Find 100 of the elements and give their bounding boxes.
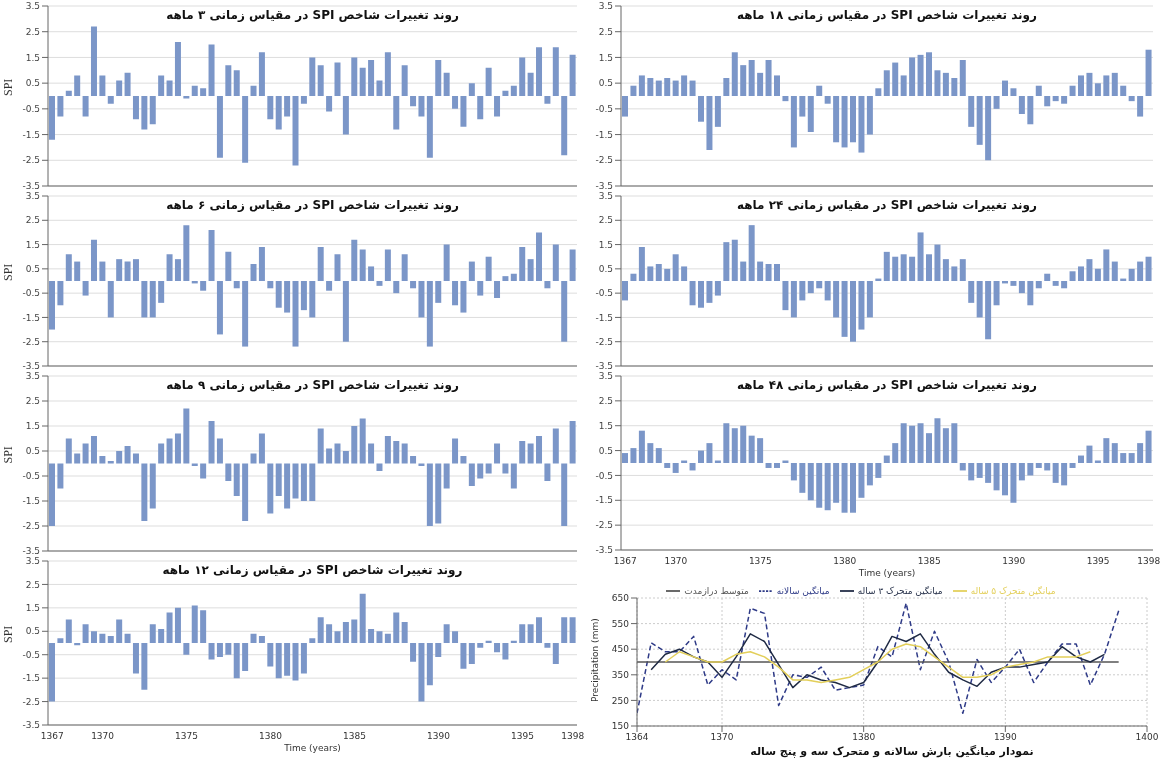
bar [435,643,442,658]
bar [790,463,797,481]
bar [1069,463,1076,468]
bar [200,281,207,291]
bar [250,633,257,643]
bar [1052,96,1059,102]
bar [647,443,654,463]
bar [149,463,156,509]
bar [90,239,97,281]
bar [731,428,738,463]
bar [216,281,223,335]
bar [393,612,400,643]
bar [672,254,679,281]
y-tick-label: -3.5 [595,181,613,192]
bar [49,281,55,330]
bar [401,254,408,281]
y-tick-label: -3.5 [22,546,40,557]
bar [892,62,899,96]
bar [622,453,628,463]
bar [1128,453,1135,463]
bar [258,635,265,643]
bar [816,85,823,96]
bar [968,96,975,127]
legend-label: میانگین سالانه [776,585,830,596]
bar [1052,281,1059,286]
bar [714,281,721,296]
bar [1061,281,1068,289]
bar [393,441,400,464]
bar [993,463,1000,491]
bar [866,463,873,486]
bar [1094,268,1101,281]
bar [200,88,207,96]
bar [292,463,299,499]
x-tick-label: 1395 [510,731,534,742]
bar [731,52,738,96]
y-tick-label: 1.5 [598,239,613,250]
bar [208,230,215,281]
bar [1078,266,1084,281]
bar [65,90,72,96]
bar [359,593,366,643]
y-tick-label: -1.5 [22,673,40,684]
bar [116,451,123,464]
bar [985,96,992,161]
bar [1086,445,1093,463]
bar [49,643,55,702]
x-tick-label: 1395 [1086,556,1110,567]
bar [477,463,484,479]
bar [951,78,958,96]
bar [141,96,148,130]
bar [1103,75,1110,96]
bar [917,423,924,463]
bar [519,247,526,281]
bar [410,456,417,464]
bar [342,96,349,135]
bar [900,254,907,281]
bar [552,47,559,96]
bar [477,281,484,296]
bar [731,239,738,281]
bar [951,423,958,463]
bar [1018,96,1025,114]
bar [917,54,924,96]
bar [300,281,307,311]
bar [82,281,89,296]
legend-label: میانگین متحرک ۵ ساله [970,585,1056,596]
bar [900,75,907,96]
y-tick-label: -1.5 [595,129,613,140]
bar [376,80,383,96]
bar [107,461,114,464]
bar [258,433,265,464]
bar [858,281,865,330]
chart-title: روند تغییرات شاخص SPI در مقیاس زمانی ۳ ماهه [165,8,460,22]
bar [99,261,106,281]
bar [468,463,475,486]
bar [544,96,551,104]
bar [833,96,840,143]
bar [757,72,764,96]
y-tick-label: 2.5 [598,26,613,37]
bar [807,96,814,132]
bar [1035,281,1042,289]
bar [309,638,316,643]
bar [309,463,316,501]
bar [1027,281,1034,306]
bar [334,443,341,464]
bar [934,70,941,96]
bar [502,463,509,474]
bar [917,232,924,281]
bar [689,80,696,96]
bar [714,96,721,127]
bar [985,463,992,483]
bar [494,96,501,117]
bar [748,225,755,281]
bar [292,643,299,681]
bar [1010,463,1017,503]
bar [892,443,899,463]
bar [166,612,173,643]
bar [672,463,679,473]
bar [519,57,526,96]
bar [292,281,299,347]
x-tick-label: 1370 [91,731,115,742]
bar [926,254,932,281]
